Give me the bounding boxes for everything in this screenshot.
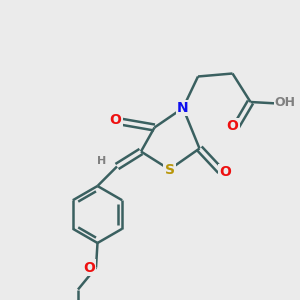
Text: O: O xyxy=(219,166,231,179)
Text: S: S xyxy=(164,163,175,176)
Text: O: O xyxy=(226,119,238,133)
Text: O: O xyxy=(110,113,122,127)
Text: O: O xyxy=(83,261,95,274)
Text: H: H xyxy=(98,155,106,166)
Text: OH: OH xyxy=(274,95,296,109)
Text: N: N xyxy=(177,101,189,115)
